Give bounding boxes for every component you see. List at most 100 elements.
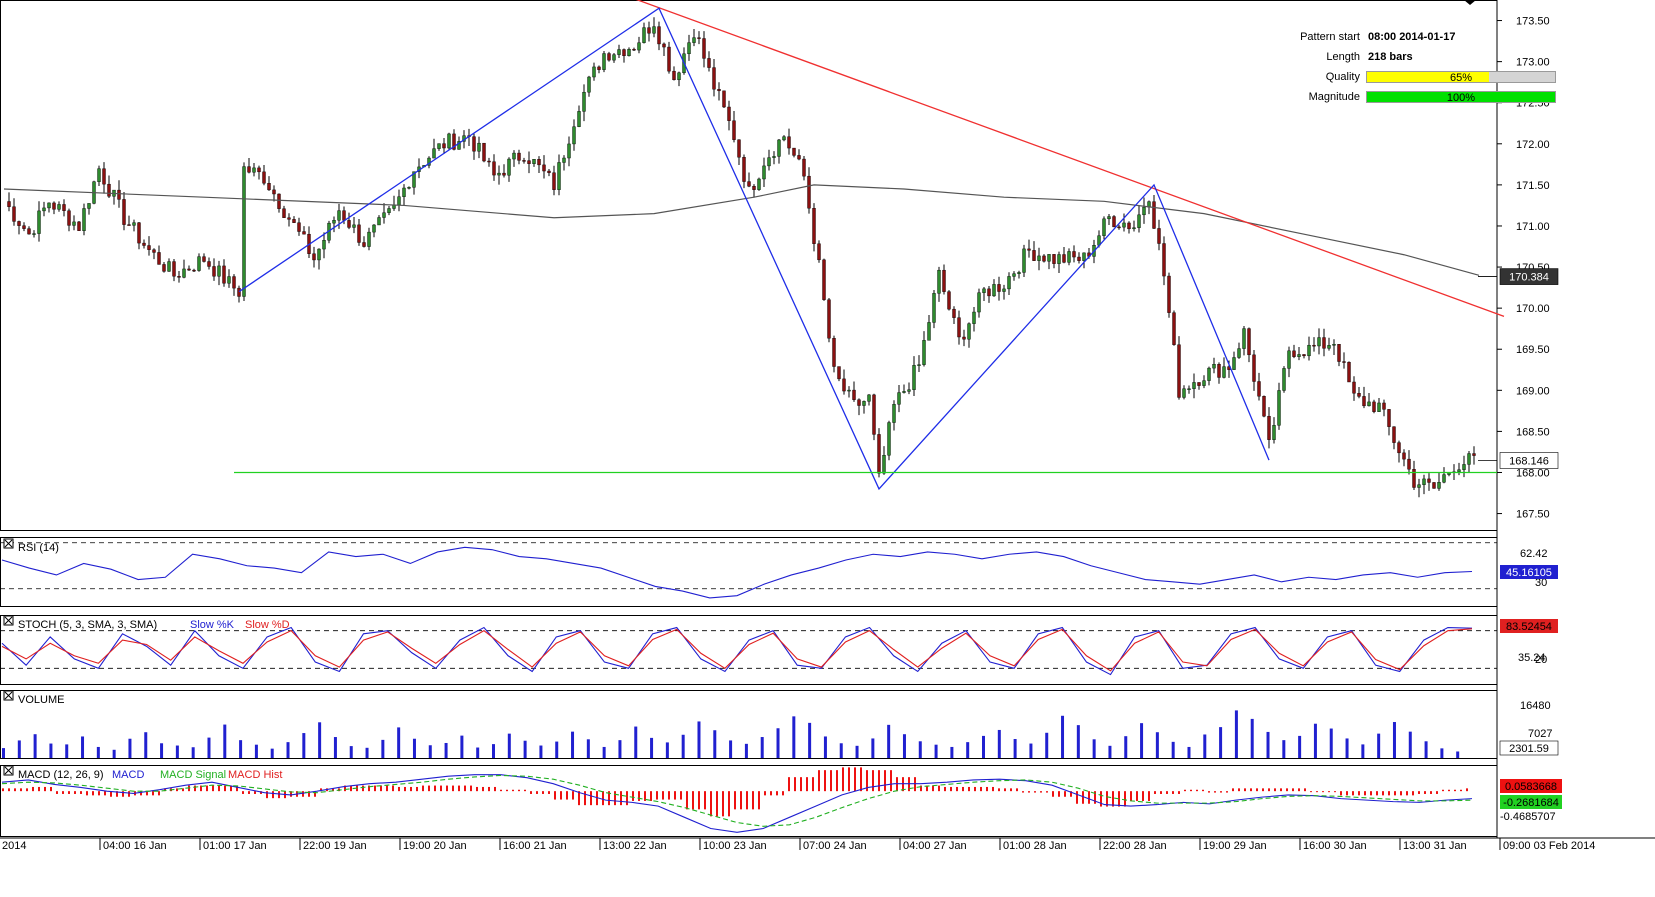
candle-body — [1127, 222, 1131, 230]
candle-body — [917, 364, 921, 366]
macd-hist-bar — [308, 791, 310, 797]
candle-body — [387, 208, 391, 213]
candle-body — [667, 46, 671, 72]
macd-histogram-group — [2, 767, 1468, 817]
macd-hist-bar — [782, 791, 784, 796]
candle-body — [122, 199, 126, 225]
candle-body — [147, 245, 151, 250]
candle-body — [152, 249, 156, 253]
macd-hist-bar — [1262, 788, 1264, 792]
macd-hist-bar — [860, 767, 862, 792]
current-price-tag-box — [1499, 452, 1559, 469]
macd-hist-bar — [92, 791, 94, 796]
pattern-start-row: Pattern start 08:00 2014-01-17 — [1240, 28, 1570, 46]
stoch-current-label: 83.52454 — [1506, 621, 1552, 633]
macd-hist-bar — [128, 791, 130, 797]
volume-bars-group — [2, 710, 1460, 758]
candle-body — [167, 261, 171, 272]
macd-hist-bar — [1382, 791, 1384, 796]
x-axis-label: 10:00 23 Jan — [703, 840, 767, 852]
macd-series-line — [1, 774, 1473, 833]
candle-body — [887, 422, 891, 456]
macd-hist-bar — [1334, 791, 1336, 793]
macd-hist-bar — [1418, 791, 1420, 794]
macd-hist-bar — [866, 770, 868, 792]
macd-hist-bar — [458, 785, 460, 792]
length-value: 218 bars — [1368, 51, 1413, 63]
candle-body — [1377, 402, 1381, 412]
macd-hist-bar — [332, 788, 334, 792]
volume-bar — [1045, 732, 1049, 758]
candle-body — [367, 231, 371, 247]
macd-hist-bar — [1190, 789, 1192, 792]
candle-body — [27, 228, 31, 235]
macd-hist-bar — [590, 791, 592, 806]
candle-body — [782, 136, 786, 141]
volume-bar — [1234, 710, 1238, 758]
macd-hist-bar — [512, 789, 514, 792]
candle-body — [1437, 482, 1441, 489]
volume-bar — [776, 728, 780, 758]
candle-body — [432, 148, 436, 159]
candle-body — [1117, 226, 1121, 229]
x-axis-label: 09:00 03 Feb 2014 — [1503, 840, 1595, 852]
candle-body — [1182, 388, 1186, 398]
candle-body — [1162, 243, 1166, 277]
candle-body — [267, 183, 271, 191]
macd-hist-bar — [560, 791, 562, 800]
volume-bar — [365, 747, 369, 758]
volume-bar — [1140, 723, 1144, 758]
macd-hist-bar — [980, 786, 982, 792]
macd-hist-bar — [740, 791, 742, 810]
candle-body — [242, 166, 246, 297]
candle-body — [1062, 254, 1066, 263]
ma-value-tag-box — [1499, 268, 1559, 285]
candle-body — [1252, 354, 1256, 382]
candle-body — [1402, 452, 1406, 460]
candle-body — [437, 143, 441, 149]
x-axis-label: 22:00 19 Jan — [303, 840, 367, 852]
volume-bar — [523, 740, 527, 758]
macd-hist-bar — [290, 791, 292, 797]
candle-body — [42, 207, 46, 212]
quality-label: Quality — [1325, 71, 1360, 83]
candle-body — [937, 269, 941, 294]
macd-hist-bar — [1274, 788, 1276, 792]
candle-body — [777, 139, 781, 157]
candle-body — [522, 160, 526, 162]
candle-body — [1047, 254, 1051, 262]
candle-body — [907, 389, 911, 392]
candle-body — [627, 48, 631, 57]
candle-body — [1302, 354, 1306, 357]
candle-body — [672, 70, 676, 81]
volume-bar — [1456, 751, 1460, 758]
macd-hist-bar — [1046, 791, 1048, 793]
volume-bar — [349, 746, 353, 758]
candle-body — [117, 189, 121, 200]
volume-bar — [428, 745, 432, 758]
volume-bar — [586, 739, 590, 758]
candle-body — [482, 142, 486, 162]
macd-hist-bar — [830, 770, 832, 792]
macd-hist-bar — [8, 788, 10, 792]
candle-body — [412, 171, 416, 188]
macd-hist-bar — [410, 786, 412, 792]
candle-body — [1067, 251, 1071, 263]
macd-hist-bar — [182, 788, 184, 792]
candle-body — [1202, 380, 1206, 386]
candle-body — [1387, 409, 1391, 427]
rsi-current-label: 45.16105 — [1506, 567, 1552, 579]
macd-hist-bar — [248, 791, 250, 794]
volume-bar — [871, 738, 875, 758]
macd-hist-bar — [566, 791, 568, 800]
candle-body — [832, 338, 836, 367]
macd-hist-bar — [50, 786, 52, 792]
candle-body — [1372, 401, 1376, 412]
candle-body — [527, 160, 531, 164]
macd-hist-bar — [314, 791, 316, 797]
candle-body — [992, 284, 996, 297]
candle-body — [177, 276, 181, 278]
candle-body — [137, 222, 141, 244]
candle-body — [1282, 368, 1286, 391]
candle-body — [107, 183, 111, 197]
